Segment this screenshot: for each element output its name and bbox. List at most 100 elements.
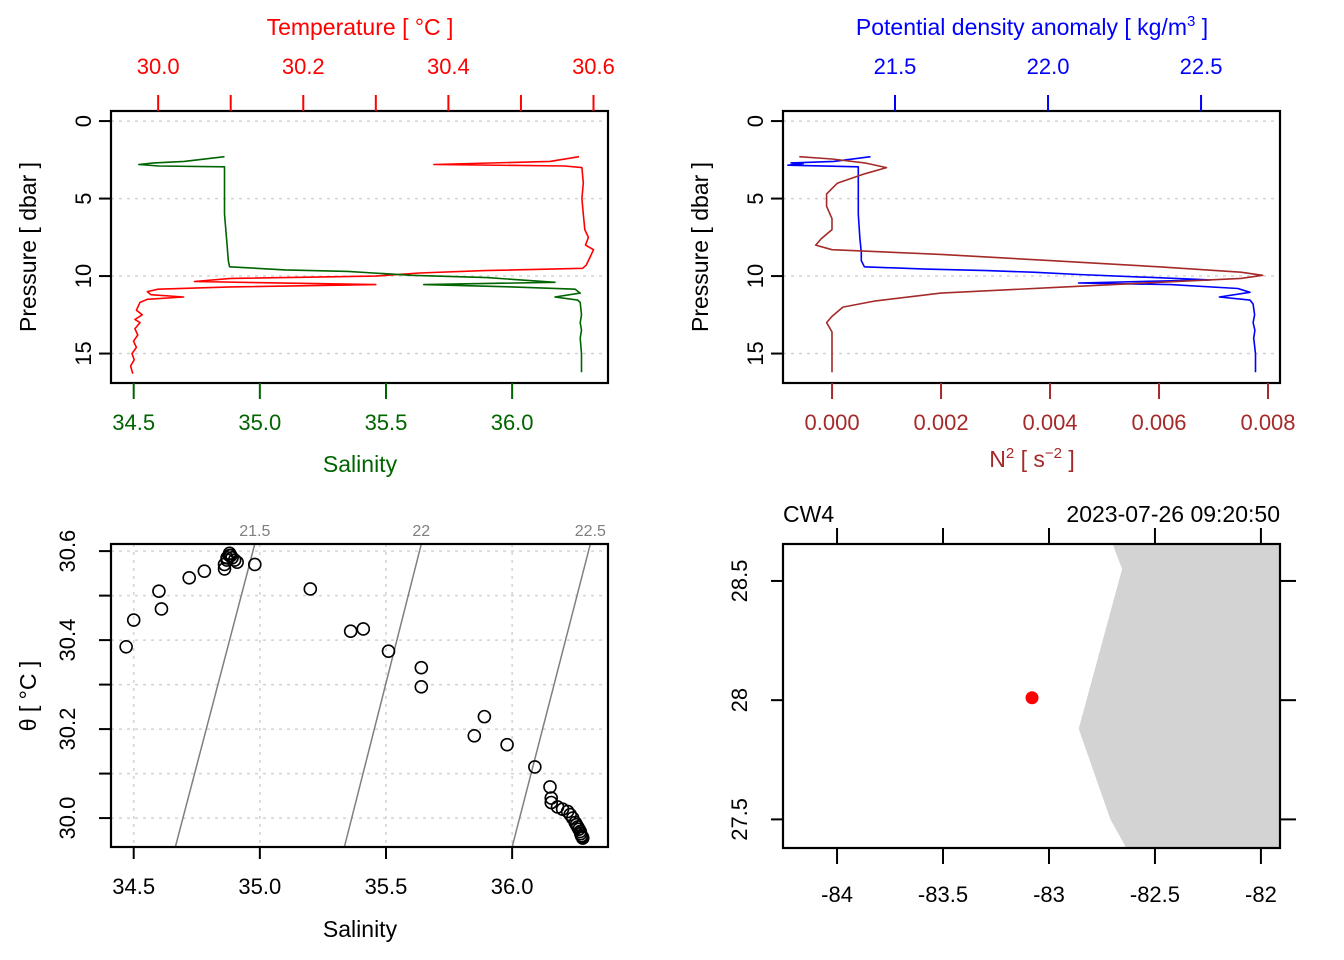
y-tick-label: 15: [71, 341, 96, 365]
y-tick-label: 0: [71, 115, 96, 127]
potential-density-anomaly-line: [787, 155, 1257, 373]
theta-axis-title: θ [ °C ]: [15, 661, 41, 732]
y-tick-label: 27.5: [727, 798, 752, 841]
pressure-gridlines: [111, 120, 608, 355]
pressure-axis-title: Pressure [ dbar ]: [687, 162, 713, 332]
pressure-gridlines: [783, 120, 1280, 355]
bottom-tick-label: 0.002: [914, 410, 969, 435]
x-tick-label: -82: [1245, 882, 1277, 907]
bottom-tick-label: 0.006: [1131, 410, 1186, 435]
ts-point: [500, 737, 514, 752]
top-tick-label: 22.5: [1180, 54, 1223, 79]
temperature-line: [129, 155, 595, 374]
bottom-tick-label: 0.008: [1240, 410, 1295, 435]
top-tick-label: 30.2: [282, 54, 325, 79]
salinity-line: [138, 155, 583, 373]
gridlines: [111, 544, 608, 847]
plot-frame: [781, 109, 1282, 385]
salinity-axis: 34.5 35.0 35.5 36.0: [112, 383, 534, 435]
ts-point: [182, 571, 197, 585]
x-tick-label: -84: [821, 882, 853, 907]
ts-point: [414, 660, 429, 675]
y-tick-label: 5: [71, 192, 96, 204]
bottom-tick-label: 0.000: [805, 410, 860, 435]
salinity-axis: 34.5 35.0 35.5 36.0: [112, 847, 534, 899]
density-axis-title: Potential density anomaly [ kg/m3 ]: [856, 13, 1208, 40]
station-marker[interactable]: [1025, 691, 1039, 705]
y-tick-label: 28.5: [727, 560, 752, 603]
top-tick-label: 30.6: [572, 54, 615, 79]
x-tick-label: -82.5: [1130, 882, 1180, 907]
x-tick-label: 35.0: [238, 874, 281, 899]
pressure-axis: 0 5 10 15: [71, 115, 111, 366]
temperature-axis-title: Temperature [ °C ]: [267, 14, 454, 40]
ts-point: [197, 564, 212, 578]
temperature-axis: 30.0 30.2 30.4 30.6: [137, 54, 615, 111]
profile-lines: [787, 155, 1264, 373]
y-tick-label: 30.6: [55, 530, 80, 573]
pressure-axis: 0 5 10 15: [743, 115, 783, 366]
y-tick-label: 28: [727, 688, 752, 712]
x-tick-label: 35.5: [365, 874, 408, 899]
top-tick-label: 21.5: [874, 54, 917, 79]
y-tick-label: 5: [743, 192, 768, 204]
salinity-axis-title: Salinity: [323, 916, 398, 942]
n2-line: [799, 155, 1264, 373]
ts-profile-panel: 0 5 10 15 30.0 30.2 30.4 30.6 34.5 35.0 35.5 36.0…: [15, 14, 615, 477]
density-n2-panel: 0 5 10 15 21.5 22.0 22.5 0.000 0.002 0.004 0.006…: [687, 13, 1296, 472]
bottom-tick-label: 0.004: [1022, 410, 1077, 435]
salinity-axis-title: Salinity: [323, 451, 398, 477]
isopycnals: 21.5 22 22.5: [174, 523, 606, 848]
ts-point: [152, 584, 166, 598]
station-map-panel: -84 -83.5 -83 -82.5 -82 27.5 28 28.5 CW4 2023-…: [727, 501, 1296, 907]
x-tick-label: -83: [1033, 882, 1065, 907]
ts-point: [575, 831, 590, 845]
y-tick-label: 10: [743, 264, 768, 288]
isopycnal-line: [343, 543, 423, 848]
x-tick-label: -83.5: [918, 882, 968, 907]
y-tick-label: 30.4: [55, 619, 80, 662]
density-axis: 21.5 22.0 22.5: [874, 54, 1223, 111]
ts-point: [544, 791, 559, 805]
isopycnal-label: 22.5: [575, 523, 606, 540]
ts-point: [356, 622, 371, 636]
y-tick-label: 30.2: [55, 708, 80, 751]
station-name: CW4: [783, 501, 834, 527]
isopycnal-line: [174, 543, 256, 848]
y-tick-label: 30.0: [55, 797, 80, 840]
ts-point: [248, 557, 262, 572]
x-tick-label: 34.5: [112, 874, 155, 899]
bottom-tick-label: 36.0: [491, 410, 534, 435]
plot-frame: [781, 542, 1282, 850]
ts-point: [303, 582, 318, 596]
latitude-axis: 27.5 28 28.5: [727, 560, 1296, 841]
ts-point: [126, 613, 141, 627]
y-tick-label: 15: [743, 341, 768, 365]
top-tick-label: 22.0: [1027, 54, 1070, 79]
ts-point: [477, 709, 492, 724]
n2-axis: 0.000 0.002 0.004 0.006 0.008: [805, 383, 1296, 435]
ts-diagram-panel: 21.5 22 22.5 34.5 35.0 35.5 36.0 30.0 30.2 30.4…: [15, 523, 610, 942]
theta-axis: 30.0 30.2 30.4 30.6: [55, 530, 111, 840]
top-tick-label: 30.0: [137, 54, 180, 79]
plot-frame: [109, 542, 610, 849]
ts-point: [381, 644, 396, 659]
ts-point: [119, 639, 133, 654]
isopycnal-line: [511, 543, 592, 848]
top-tick-label: 30.4: [427, 54, 470, 79]
station-time: 2023-07-26 09:20:50: [1066, 501, 1280, 527]
ts-point: [414, 680, 429, 694]
bottom-tick-label: 34.5: [112, 410, 155, 435]
ts-point: [230, 555, 244, 570]
longitude-axis: -84 -83.5 -83 -82.5 -82: [821, 528, 1277, 907]
bottom-tick-label: 35.5: [365, 410, 408, 435]
ts-point: [343, 624, 358, 639]
isopycnal-label: 21.5: [239, 523, 270, 540]
n2-axis-title: N2 [ s−2 ]: [989, 445, 1075, 472]
ts-points: [119, 546, 590, 845]
y-tick-label: 0: [743, 115, 768, 127]
x-tick-label: 36.0: [491, 874, 534, 899]
ts-point: [467, 728, 482, 743]
ts-point: [543, 780, 557, 794]
